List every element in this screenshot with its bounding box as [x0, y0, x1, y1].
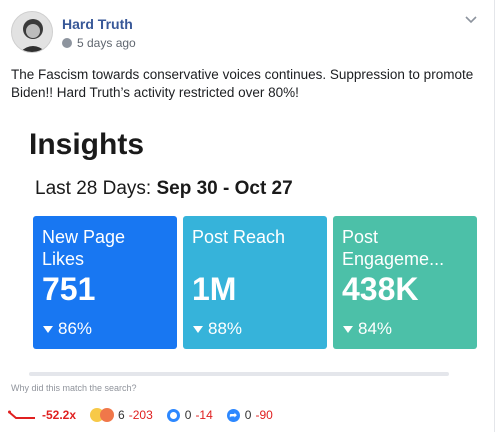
tile-label: New Page Likes [42, 227, 126, 269]
angry-reaction-icon [100, 408, 115, 422]
post-timestamp[interactable]: 5 days ago [77, 36, 136, 50]
tile-new-page-likes: New Page Likes 751 86% [33, 216, 177, 349]
share-icon: ➦ [226, 408, 240, 422]
post-text: The Fascism towards conservative voices … [11, 67, 474, 100]
post-metrics: -52.2x 6 -203 0 -14 ➦ 0 -90 [8, 404, 287, 426]
tile-post-engagement: Post Engageme... 438K 84% [333, 216, 477, 349]
overperforming-score[interactable]: -52.2x [8, 408, 76, 422]
post-header: Hard Truth 5 days ago [11, 11, 486, 55]
shares-delta: -90 [255, 408, 273, 422]
author-avatar[interactable] [11, 11, 53, 53]
reactions-count: 6 [118, 408, 125, 422]
insights-range: Last 28 Days: Sep 30 - Oct 27 [35, 178, 293, 200]
trend-down-icon [8, 410, 35, 419]
shares-metric[interactable]: ➦ 0 -90 [226, 408, 273, 422]
tile-label: Post Engageme... [342, 227, 445, 269]
post-meta: 5 days ago [62, 36, 136, 50]
tile-value: 438K [342, 271, 419, 307]
tile-pct: 86% [58, 319, 93, 338]
comments-delta: -14 [195, 408, 213, 422]
tile-label: Post Reach [192, 227, 286, 247]
author-name[interactable]: Hard Truth [62, 16, 133, 32]
overperform-value: -52.2x [42, 408, 77, 422]
down-arrow-icon [343, 325, 353, 333]
tile-pct: 88% [208, 319, 243, 338]
tile-value: 1M [192, 271, 237, 307]
reactions-delta: -203 [128, 408, 153, 422]
down-arrow-icon [193, 325, 203, 333]
tile-change: 88% [193, 319, 242, 339]
tile-change: 84% [343, 319, 392, 339]
tile-change: 86% [43, 319, 92, 339]
chevron-down-icon[interactable] [463, 13, 479, 27]
down-arrow-icon [43, 325, 53, 333]
comments-metric[interactable]: 0 -14 [166, 408, 213, 422]
range-label: Last 28 Days: [35, 178, 152, 199]
image-divider [29, 372, 449, 376]
why-match-link[interactable]: Why did this match the search? [11, 383, 137, 393]
tile-value: 751 [42, 271, 96, 307]
shares-count: 0 [244, 408, 252, 422]
insights-image[interactable]: Insights Last 28 Days: Sep 30 - Oct 27 N… [11, 122, 477, 378]
insights-title: Insights [29, 128, 145, 161]
comments-count: 0 [184, 408, 192, 422]
comment-icon [166, 408, 180, 422]
tile-post-reach: Post Reach 1M 88% [183, 216, 327, 349]
globe-icon [62, 38, 72, 48]
reactions-metric[interactable]: 6 -203 [90, 408, 153, 422]
range-dates: Sep 30 - Oct 27 [156, 178, 293, 199]
tile-pct: 84% [358, 319, 393, 338]
